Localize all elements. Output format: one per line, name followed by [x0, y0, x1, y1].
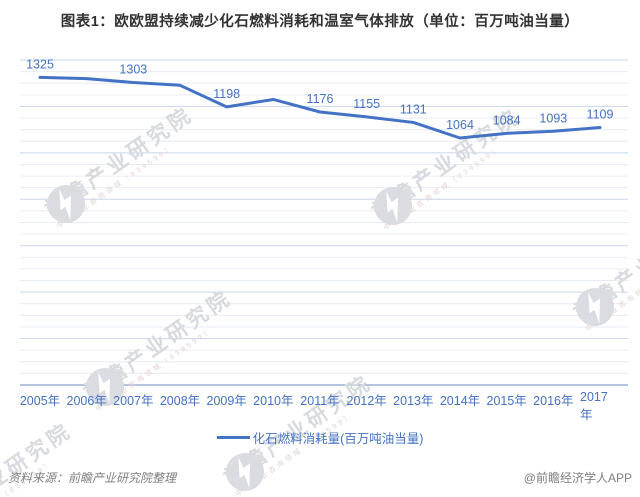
x-axis-label: 2007年: [113, 394, 154, 408]
data-label: 1131: [400, 102, 427, 116]
x-axis-label: 2014年: [439, 394, 481, 408]
data-label: 1303: [119, 63, 147, 77]
plot-area: 前瞻产业研究院 中国产业咨询领域（839599） 前瞻产业研究院 中国产业咨询领域（8…: [0, 40, 640, 497]
x-axis-label: 2008年: [159, 394, 201, 408]
qianzhan-logo-watermark-icon: [226, 453, 264, 491]
x-axis-label: 2006年: [66, 394, 107, 408]
brand-note: @前瞻经济学人APP: [523, 471, 632, 485]
x-axis-label: 2011年: [300, 394, 340, 408]
data-label: 1176: [307, 92, 334, 106]
x-axis-label: 2015年: [486, 394, 527, 408]
x-axis-label: 2010年: [253, 394, 294, 408]
data-label: 1093: [539, 111, 567, 125]
data-label: 1325: [26, 57, 54, 71]
x-axis-label: 2017年: [580, 390, 608, 422]
data-label: 1109: [587, 108, 614, 122]
data-label: 1155: [353, 97, 380, 111]
data-label: 1084: [493, 113, 521, 127]
x-axis-label: 2009年: [206, 394, 247, 408]
gridlines-layer: [20, 59, 628, 386]
data-label: 1198: [213, 87, 240, 101]
fossil-fuel-line: [38, 75, 602, 140]
chart-title: 图表1：欧欧盟持续减少化石燃料消耗和温室气体排放（单位：百万吨油当量）: [60, 14, 580, 30]
x-axis-label: 2012年: [346, 394, 387, 408]
watermark-small-text: 中国产业咨询领域（839599）: [0, 438, 83, 497]
data-series-layer: 1325 1303 1198 1176 1155 1131 1064 1084 1093 1109: [26, 57, 614, 140]
legend-label: 化石燃料消耗量(百万吨油当量): [252, 432, 424, 446]
source-note: 资料来源：前瞻产业研究院整理: [8, 471, 177, 485]
data-label: 1064: [446, 118, 474, 132]
legend-line-swatch: [216, 436, 250, 439]
x-axis-label: 2016年: [533, 394, 574, 408]
x-axis: 2005年 2006年 2007年 2008年 2009年 2010年 2011年 2012年…: [0, 390, 640, 422]
x-axis-label: 2013年: [393, 394, 434, 408]
x-axis-label: 2005年: [19, 394, 61, 408]
legend: 化石燃料消耗量(百万吨油当量): [0, 428, 640, 447]
